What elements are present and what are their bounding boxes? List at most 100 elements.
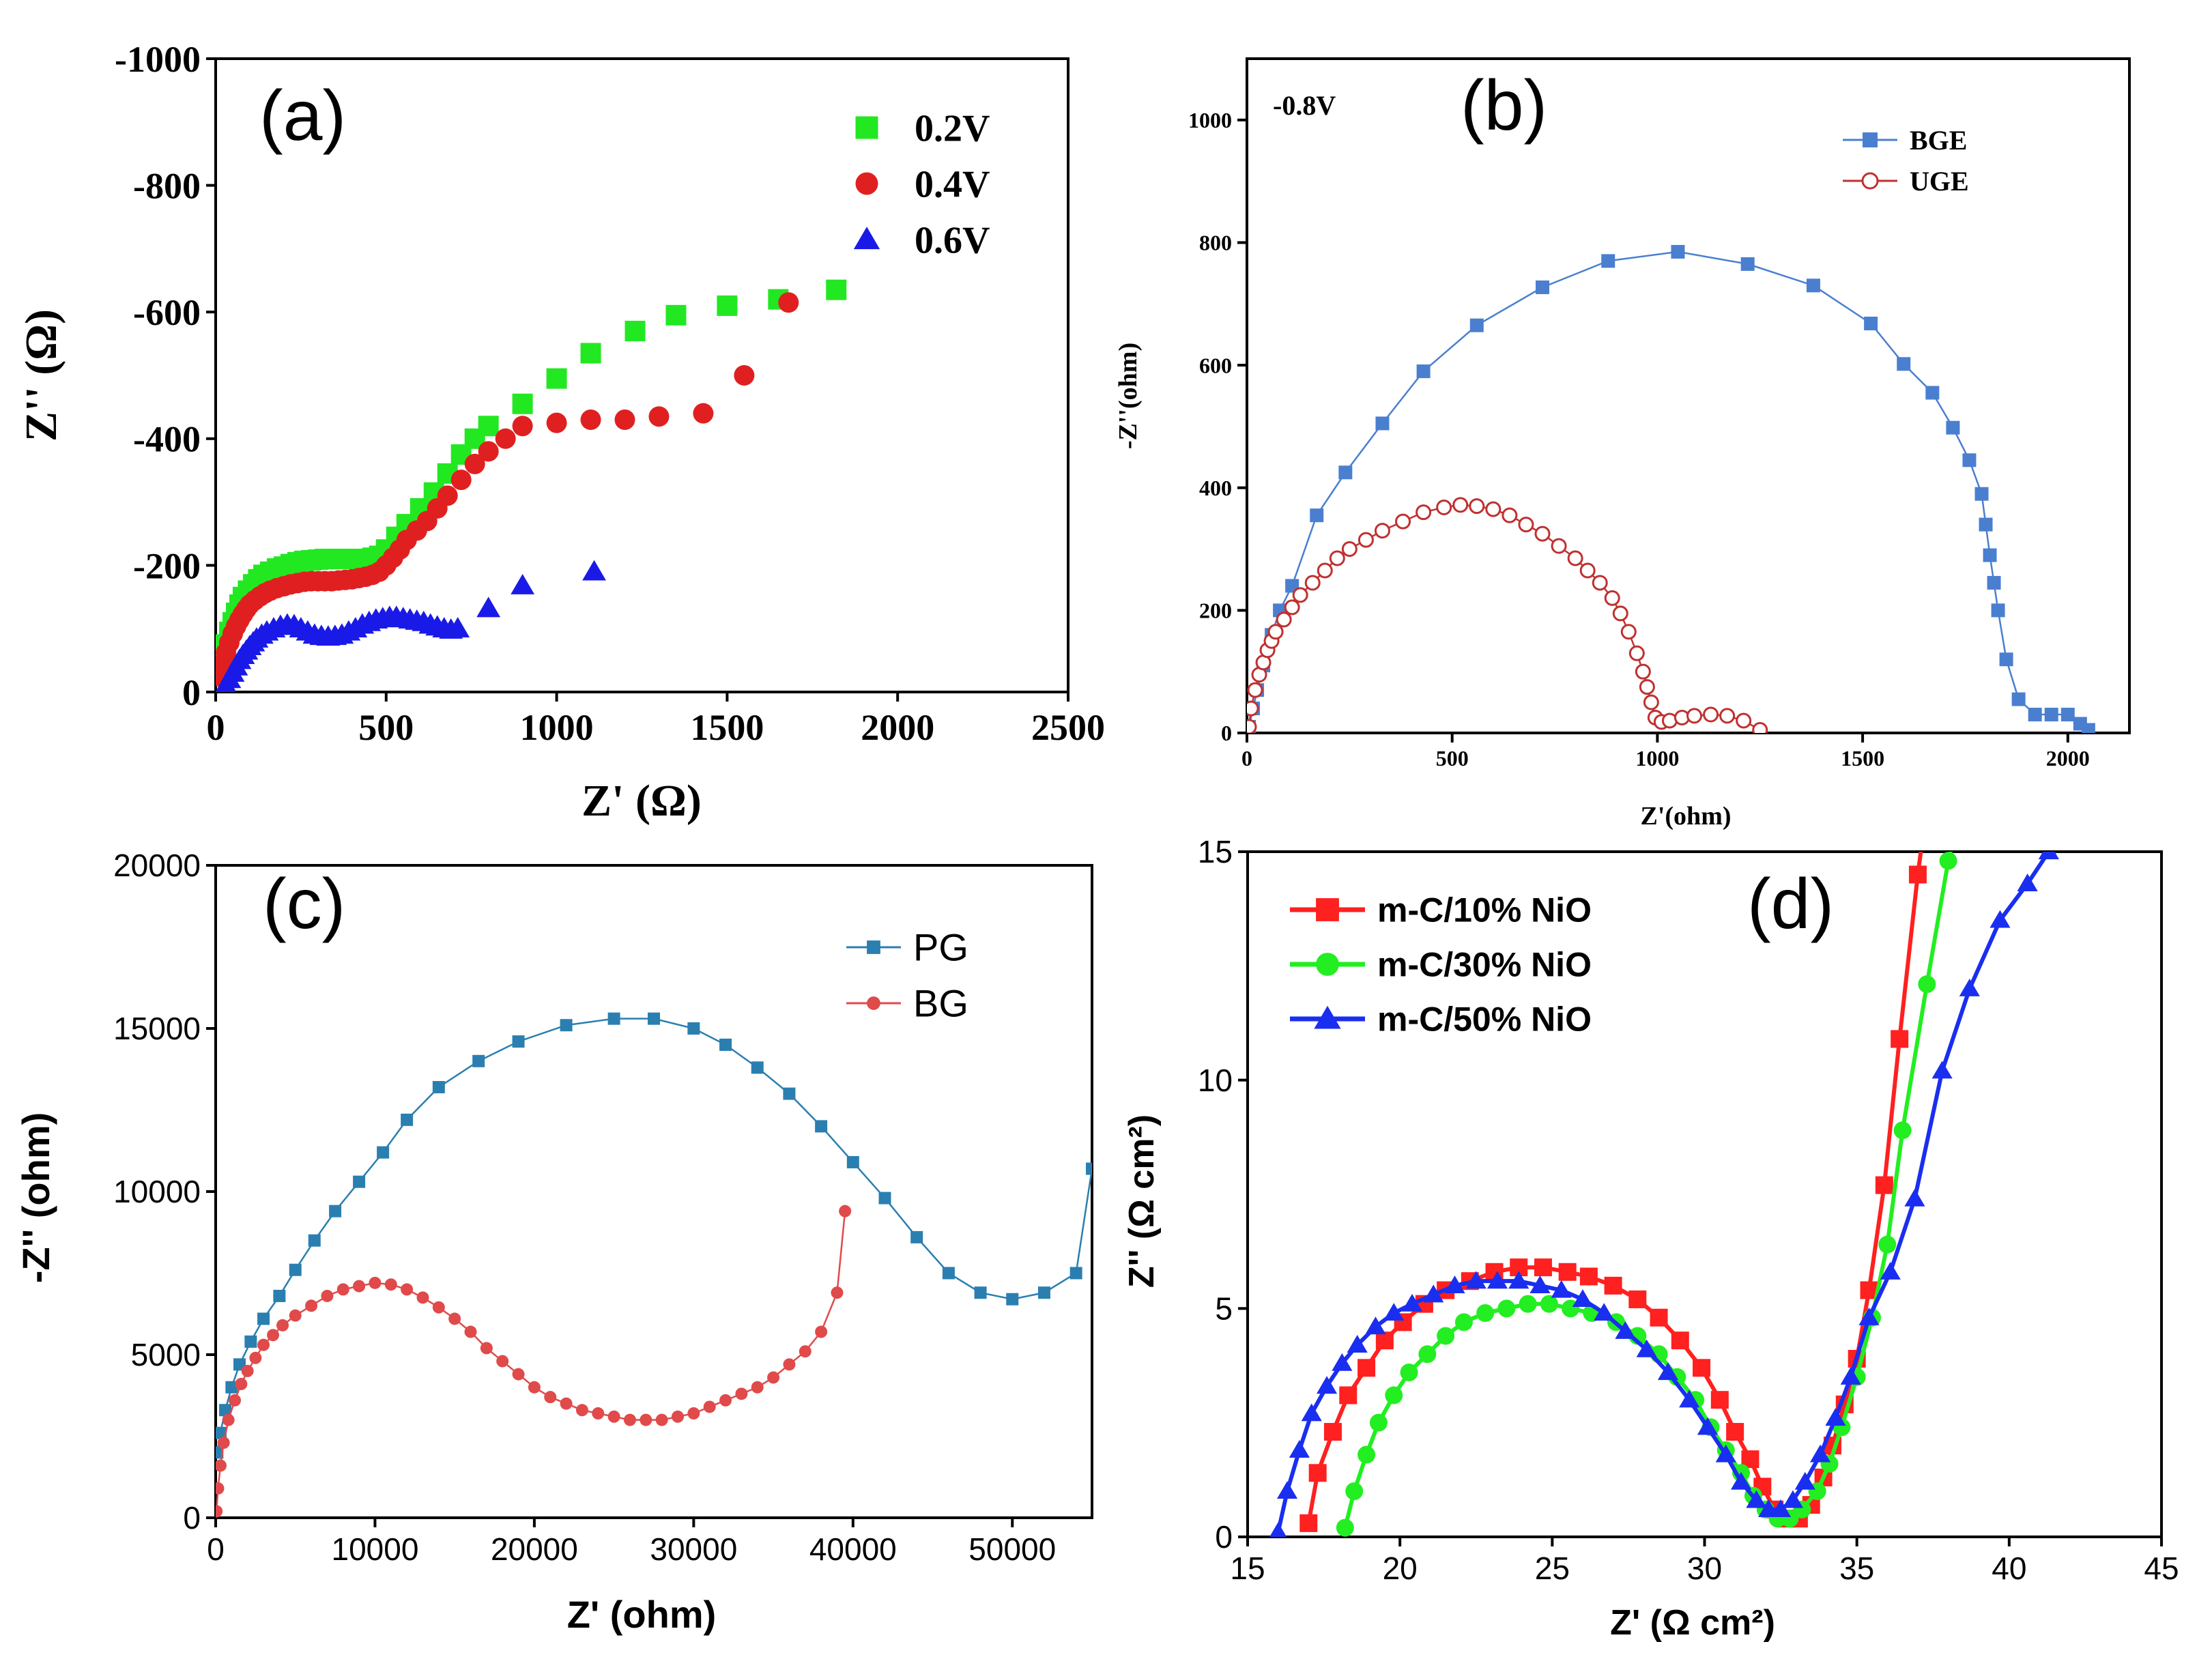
legend-marker: [1314, 1005, 1341, 1029]
data-point: [648, 1012, 660, 1025]
data-point: [1502, 507, 1518, 523]
data-point: [1782, 1490, 1804, 1508]
legend-entry: UGE: [1843, 166, 1969, 197]
data-point: [1037, 1286, 1050, 1299]
data-point: [1529, 1275, 1551, 1293]
data-point: [216, 1459, 227, 1472]
series-line: [216, 1018, 1092, 1453]
y-tick-label: 600: [1199, 353, 1232, 377]
data-point: [1339, 1386, 1358, 1404]
plot-area: [1269, 852, 2059, 1537]
data-point: [839, 1205, 852, 1217]
data-point: [1308, 1464, 1327, 1482]
data-point: [1746, 1490, 1767, 1508]
data-point: [1358, 1445, 1376, 1464]
data-point: [1006, 1293, 1019, 1306]
data-point: [244, 1335, 257, 1348]
data-point: [2017, 874, 2038, 891]
data-point: [1551, 538, 1567, 554]
legend-marker: [853, 227, 880, 250]
data-point: [1864, 317, 1878, 331]
x-tick-label: 0: [207, 707, 225, 748]
data-point: [1347, 1335, 1368, 1353]
y-axis-label: Z'' (Ω): [16, 309, 66, 442]
y-tick-label: 15000: [113, 1011, 201, 1046]
data-point: [321, 1289, 334, 1302]
data-point: [216, 1482, 225, 1495]
data-point: [1469, 318, 1484, 332]
y-tick-label: 5: [1215, 1291, 1233, 1326]
data-point: [1338, 465, 1353, 480]
y-tick-label: -200: [133, 545, 201, 586]
data-point: [1469, 498, 1485, 515]
x-tick-label: 40: [1992, 1551, 2026, 1586]
data-point: [1247, 682, 1263, 698]
y-tick-label: 800: [1199, 231, 1232, 255]
data-point: [665, 304, 687, 326]
x-tick-label: 15: [1230, 1551, 1265, 1586]
x-tick-label: 500: [358, 707, 414, 748]
data-point: [1810, 1444, 1831, 1462]
data-point: [687, 1407, 700, 1420]
data-point: [1628, 645, 1645, 661]
data-point: [687, 1022, 700, 1035]
data-point: [974, 1286, 987, 1299]
x-axis-label: Z'(ohm): [1641, 802, 1732, 831]
x-tick-label: 2000: [861, 707, 934, 748]
data-point: [1534, 525, 1551, 542]
data-point: [308, 1234, 321, 1247]
data-point: [546, 412, 567, 433]
data-point: [480, 1342, 493, 1355]
data-point: [942, 1267, 955, 1280]
data-point: [511, 573, 535, 594]
x-tick-label: 25: [1535, 1551, 1570, 1586]
legend-label: m-C/30% NiO: [1377, 946, 1592, 984]
data-point: [2081, 723, 2095, 733]
data-point: [1594, 1303, 1615, 1321]
data-point: [222, 1413, 235, 1426]
data-point: [1858, 1307, 1880, 1325]
legend: 0.2V 0.4V 0.6V: [853, 108, 990, 262]
data-point: [624, 321, 646, 342]
legend: BGE UGE: [1843, 125, 1969, 197]
data-point: [703, 1400, 716, 1413]
x-tick-label: 20: [1383, 1551, 1418, 1586]
data-point: [512, 1035, 525, 1048]
data-point: [478, 441, 499, 462]
legend-entry: BG: [846, 982, 968, 1025]
data-point: [353, 1175, 366, 1188]
panel-label: (a): [259, 76, 346, 156]
y-tick-label: 1000: [1188, 108, 1232, 132]
data-point: [1374, 523, 1390, 539]
legend-entry: m-C/30% NiO: [1290, 946, 1592, 984]
data-point: [1959, 978, 1980, 996]
data-point: [464, 1325, 477, 1338]
y-tick-label: 0: [1221, 721, 1232, 745]
data-point: [1891, 1030, 1909, 1048]
data-point: [257, 1338, 270, 1351]
data-point: [1276, 1481, 1298, 1499]
data-point: [1069, 1267, 1082, 1280]
data-point: [1715, 1444, 1736, 1462]
data-point: [478, 416, 499, 437]
x-tick-label: 35: [1839, 1551, 1874, 1586]
data-point: [336, 1283, 349, 1296]
data-point: [1671, 1331, 1689, 1350]
legend: m-C/10% NiO m-C/30% NiO m-C/50% NiO: [1290, 891, 1592, 1039]
data-point: [1247, 719, 1257, 733]
data-point: [1310, 508, 1324, 523]
data-point: [719, 1038, 732, 1051]
data-point: [910, 1230, 923, 1243]
data-point: [1962, 453, 1977, 467]
plot-area: [216, 279, 847, 692]
legend-marker: [855, 172, 878, 195]
panel-c: 0 10000 20000 30000 40000 50000 0 5000 10000 1500…: [14, 848, 1093, 1636]
data-point: [1269, 1522, 1287, 1537]
series-bg: [216, 1205, 852, 1518]
legend-marker: [867, 940, 880, 954]
data-point: [2028, 708, 2042, 722]
data-point: [512, 393, 533, 414]
voltage-annotation: -0.8V: [1273, 90, 1336, 121]
y-tick-label: 0: [183, 1500, 201, 1536]
data-point: [1497, 1299, 1516, 1318]
